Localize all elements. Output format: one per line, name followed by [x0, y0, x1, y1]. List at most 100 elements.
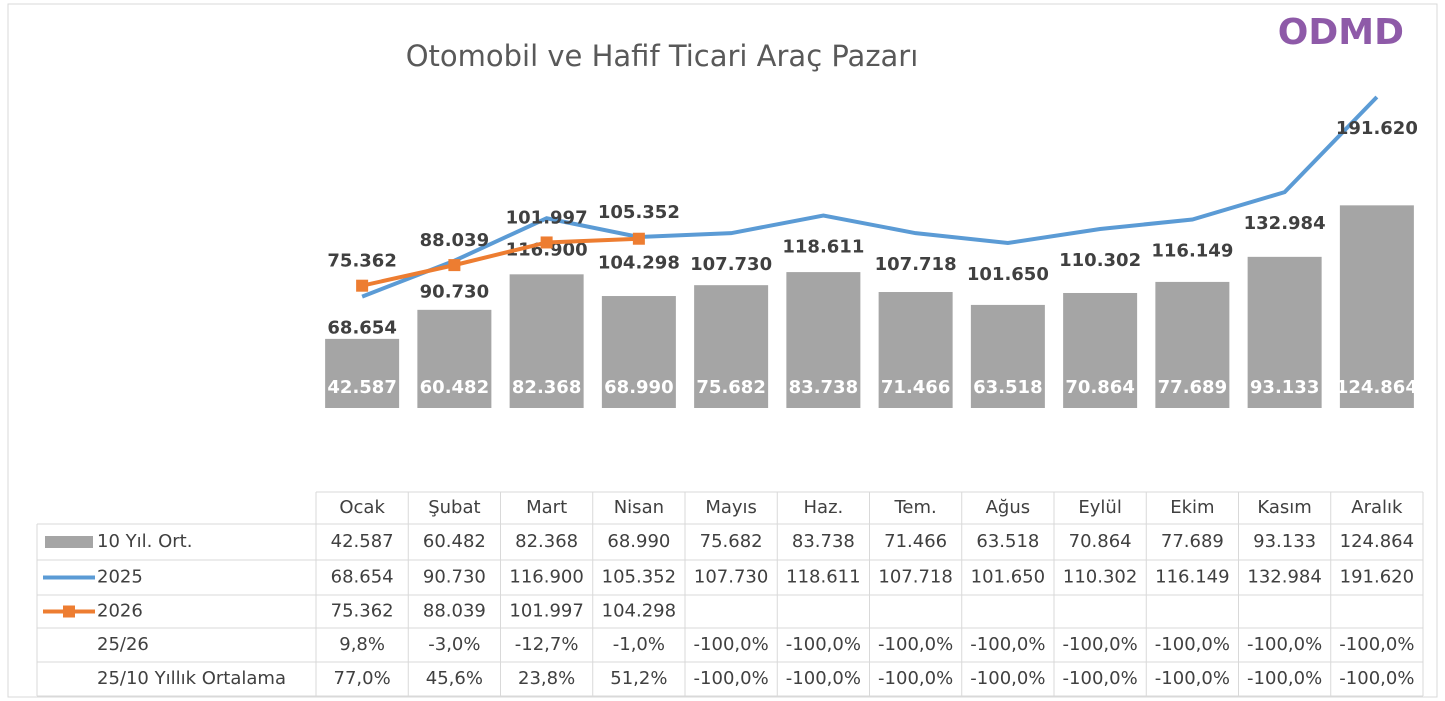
bar-label: 82.368	[512, 377, 581, 398]
table-cell: -100,0%	[786, 634, 861, 655]
table-cell: 90.730	[423, 567, 486, 588]
table-cell: 51,2%	[610, 668, 667, 689]
bar	[601, 296, 676, 408]
table-cell: 107.718	[878, 567, 952, 588]
marker	[448, 259, 461, 272]
data-label: 105.352	[598, 202, 680, 223]
bar-label: 77.689	[1158, 377, 1227, 398]
bar-label: 42.587	[327, 377, 396, 398]
table-cell: 77,0%	[334, 668, 391, 689]
bar-label: 75.682	[696, 377, 765, 398]
table-cell: -100,0%	[1247, 668, 1322, 689]
table-cell: 68.990	[607, 531, 670, 552]
table-cell: -100,0%	[970, 634, 1045, 655]
marker	[632, 232, 645, 245]
x-tick-label: Nisan	[614, 497, 664, 518]
bar	[1339, 205, 1414, 408]
table-cell: 124.864	[1340, 531, 1414, 552]
table-cell: -100,0%	[694, 634, 769, 655]
bar-label: 83.738	[789, 377, 858, 398]
table-cell: -100,0%	[694, 668, 769, 689]
table-cell: 23,8%	[518, 668, 575, 689]
x-tick-label: Tem.	[893, 497, 936, 518]
x-tick-label: Eylül	[1078, 497, 1121, 518]
bar-label: 124.864	[1336, 377, 1418, 398]
bar	[509, 274, 584, 408]
x-tick-label: Mayıs	[705, 497, 757, 518]
x-tick-label: Aralık	[1351, 497, 1403, 518]
table-cell: 116.900	[509, 567, 583, 588]
data-label: 116.149	[1151, 240, 1233, 261]
data-label: 104.298	[598, 253, 680, 274]
table-cell: 191.620	[1340, 567, 1414, 588]
bar	[417, 309, 492, 408]
table-cell: -100,0%	[1339, 668, 1414, 689]
legend-key	[63, 605, 75, 618]
data-label: 116.900	[506, 239, 588, 260]
table-cell: 75.682	[700, 531, 763, 552]
data-label: 110.302	[1059, 250, 1141, 271]
marker	[356, 279, 369, 292]
table-cell: 118.611	[786, 567, 860, 588]
table-cell: -100,0%	[1063, 668, 1138, 689]
row-label: 25/26	[97, 634, 149, 655]
line	[361, 236, 639, 288]
data-label: 118.611	[782, 236, 864, 257]
table-cell: 63.518	[976, 531, 1039, 552]
bar-label: 70.864	[1065, 377, 1134, 398]
x-tick-label: Şubat	[428, 497, 480, 518]
legend-key	[45, 536, 93, 548]
x-tick-label: Ağus	[986, 497, 1031, 518]
bar	[786, 272, 861, 408]
table-cell: 68.654	[331, 567, 394, 588]
line	[361, 95, 1379, 299]
logo: ODMD	[1278, 12, 1404, 53]
bar	[878, 292, 953, 408]
legend-label: 10 Yıl. Ort.	[97, 531, 192, 552]
table-cell: 110.302	[1063, 567, 1137, 588]
bar	[970, 304, 1045, 408]
legend-label: 2025	[97, 567, 143, 588]
bar-label: 63.518	[973, 377, 1042, 398]
chart-title: Otomobil ve Hafif Ticari Araç Pazarı	[406, 39, 919, 73]
table-cell: 75.362	[331, 601, 394, 622]
data-label: 75.362	[327, 251, 396, 272]
data-label: 90.730	[420, 282, 489, 303]
x-tick-label: Haz.	[804, 497, 844, 518]
data-label: 107.718	[875, 254, 957, 275]
marker	[540, 236, 553, 249]
table-cell: 101.997	[509, 601, 583, 622]
data-label: 101.997	[506, 207, 588, 228]
table-cell: -100,0%	[970, 668, 1045, 689]
table-cell: -100,0%	[1063, 634, 1138, 655]
x-tick-label: Ekim	[1170, 497, 1214, 518]
table-cell: 82.368	[515, 531, 578, 552]
bar	[694, 285, 769, 408]
legend-label: 2026	[97, 601, 143, 622]
row-label: 25/10 Yıllık Ortalama	[97, 668, 286, 689]
table-cell: -100,0%	[1155, 634, 1230, 655]
bar	[1247, 256, 1322, 408]
table-cell: 45,6%	[426, 668, 483, 689]
table-cell: -1,0%	[613, 634, 665, 655]
table-cell: 132.984	[1247, 567, 1321, 588]
table-cell: 9,8%	[339, 634, 385, 655]
table-cell: -100,0%	[878, 668, 953, 689]
x-tick-label: Kasım	[1257, 497, 1311, 518]
bar	[325, 338, 400, 408]
bar-label: 60.482	[420, 377, 489, 398]
table-cell: 83.738	[792, 531, 855, 552]
table-cell: 116.149	[1155, 567, 1229, 588]
data-label: 107.730	[690, 254, 772, 275]
table-cell: 93.133	[1253, 531, 1316, 552]
table-cell: 42.587	[331, 531, 394, 552]
x-tick-label: Ocak	[339, 497, 385, 518]
table-cell: 105.352	[602, 567, 676, 588]
table-cell: 71.466	[884, 531, 947, 552]
table-cell: 101.650	[971, 567, 1045, 588]
bar	[1063, 292, 1138, 408]
table-cell: 70.864	[1069, 531, 1132, 552]
table-cell: -100,0%	[1247, 634, 1322, 655]
table-cell: 104.298	[602, 601, 676, 622]
data-label: 88.039	[420, 230, 489, 251]
